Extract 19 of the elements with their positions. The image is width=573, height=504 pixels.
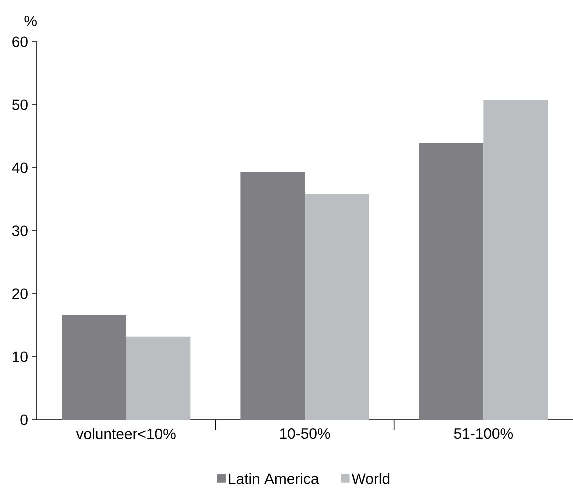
y-tick-label: 50: [12, 100, 28, 110]
bar: [305, 194, 370, 420]
bar: [484, 100, 548, 420]
bar: [126, 336, 191, 420]
y-tick-label: 30: [12, 226, 28, 236]
y-axis-title: %: [24, 16, 37, 26]
x-tick-label: 10-50%: [280, 428, 330, 440]
bar: [419, 143, 484, 420]
legend-label: Latin America: [229, 473, 320, 484]
y-tick-label: 40: [12, 162, 28, 174]
y-tick-label: 60: [12, 36, 28, 48]
y-tick-label: 20: [12, 288, 28, 300]
bar: [240, 172, 306, 420]
legend-label: World: [352, 473, 390, 484]
bar: [62, 315, 126, 420]
y-tick-label: 0: [20, 414, 28, 426]
x-tick-label: 51-100%: [454, 428, 514, 440]
y-tick-label: 10: [13, 352, 28, 362]
x-tick-label: volunteer<10%: [76, 428, 176, 440]
